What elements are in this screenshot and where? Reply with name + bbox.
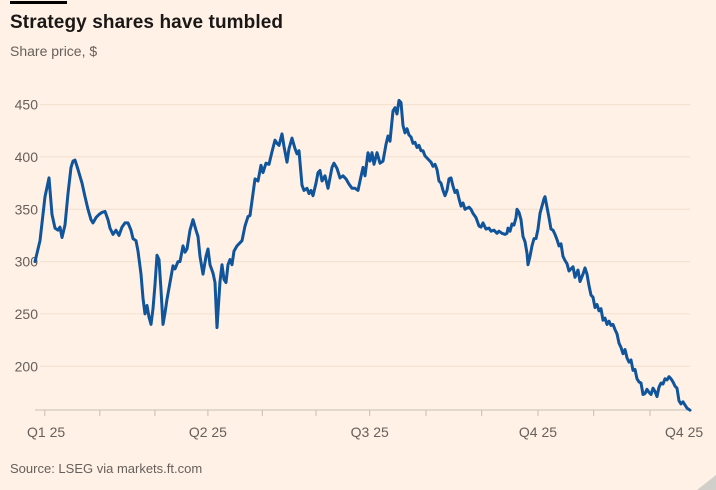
x-axis-ticks [44,410,651,416]
chart-title: Strategy shares have tumbled [10,12,284,33]
x-tick-label: Q2 25 [189,424,227,440]
chart-subtitle: Share price, $ [10,43,98,59]
resize-handle-triangle [697,475,716,490]
y-axis-labels: 200 250 300 350 400 450 [15,97,39,375]
y-tick-label: 350 [15,201,39,217]
y-tick-label: 200 [15,358,39,374]
accent-bar [10,1,67,4]
x-tick-label: Q1 25 [27,424,65,440]
x-tick-label: Q4 25 [665,424,703,440]
resize-handle-icon[interactable] [696,474,716,490]
x-tick-label: Q4 25 [519,424,557,440]
source-note: Source: LSEG via markets.ft.com [10,461,203,476]
y-tick-label: 250 [15,306,39,322]
y-tick-label: 400 [15,149,39,165]
x-axis-labels: Q1 25 Q2 25 Q3 25 Q4 25 Q4 25 [27,424,703,440]
y-tick-label: 450 [15,97,39,113]
y-tick-label: 300 [15,254,39,270]
price-line [33,98,692,412]
y-gridlines [40,104,690,367]
x-tick-label: Q3 25 [351,424,389,440]
